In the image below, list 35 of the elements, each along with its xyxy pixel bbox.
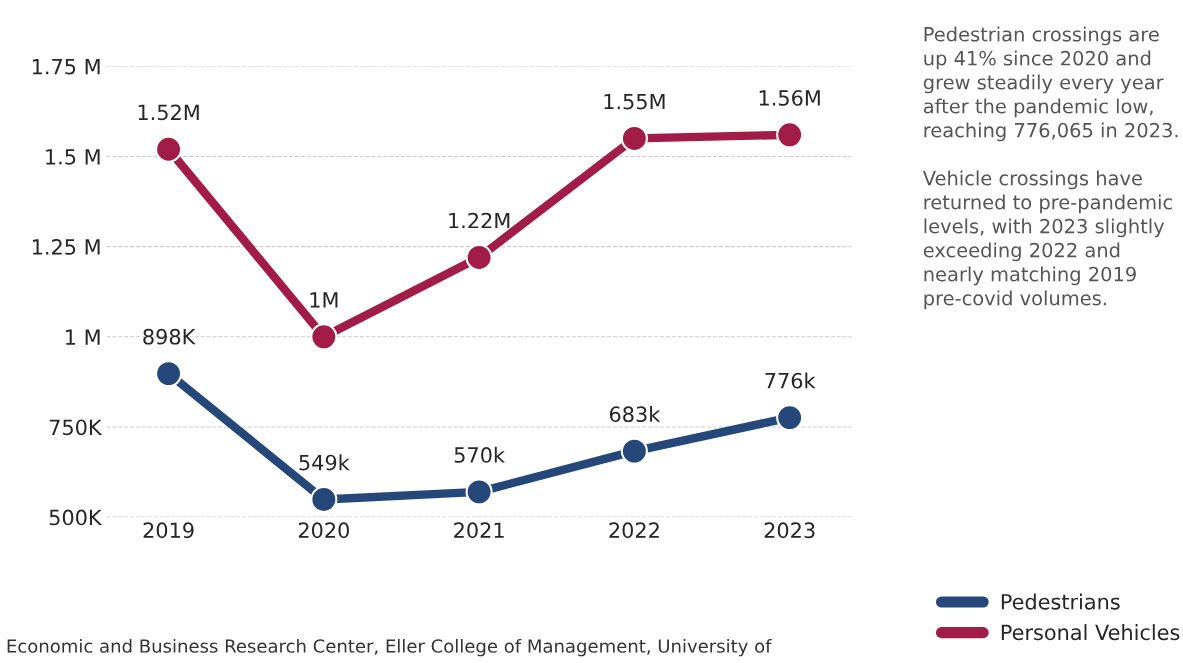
point [155,135,183,163]
data-label: 683k [609,405,661,423]
point [465,243,493,271]
point [620,437,648,465]
point [465,478,493,506]
text: Economic and Business Research Center, Eller College of Management, University of [7,638,772,657]
point [776,121,804,149]
text: Pedestrian crossings are up 41% since 2020 and grew steadily every year after the pandemic low, reaching 776,065 in 2023. Vehicle crossings have returned to pre-pandemic levels, with 2023 slightly exceeding 2022 and nearly matching 2019 pre-covid volumes. [922,26,1178,310]
data-label: 570k [454,446,505,463]
point [310,323,338,351]
legend-label: Personal Vehicles [1001,624,1180,641]
data-label: 549k [299,454,350,471]
data-label: 898K [143,328,196,345]
data-label: 1.52M [138,104,199,121]
y-tick-label: 1.25 M [32,239,100,255]
data-label: 1.22M [449,212,510,229]
x-tick-label: 2020 [298,522,349,539]
data-label: 776k [765,372,816,389]
point [310,485,338,514]
y-tick-label: 1.75 M [32,59,100,75]
data-label: 1M [310,292,338,308]
y-tick-label: 500K [49,509,103,526]
legend-label: Pedestrians [1001,593,1120,610]
x-tick-label: 2022 [609,522,659,539]
data-label: 1.56M [759,90,820,106]
point [620,124,648,152]
x-tick-label: 2023 [764,522,815,539]
y-tick-label: 1.5 M [46,149,100,165]
point [776,404,804,432]
y-tick-label: 1 M [66,329,100,345]
x-tick-label: 2021 [454,522,504,539]
data-label: 1.55M [604,93,665,110]
y-tick-label: 750K [49,419,103,436]
x-tick-label: 2019 [143,522,194,539]
point [155,360,183,388]
